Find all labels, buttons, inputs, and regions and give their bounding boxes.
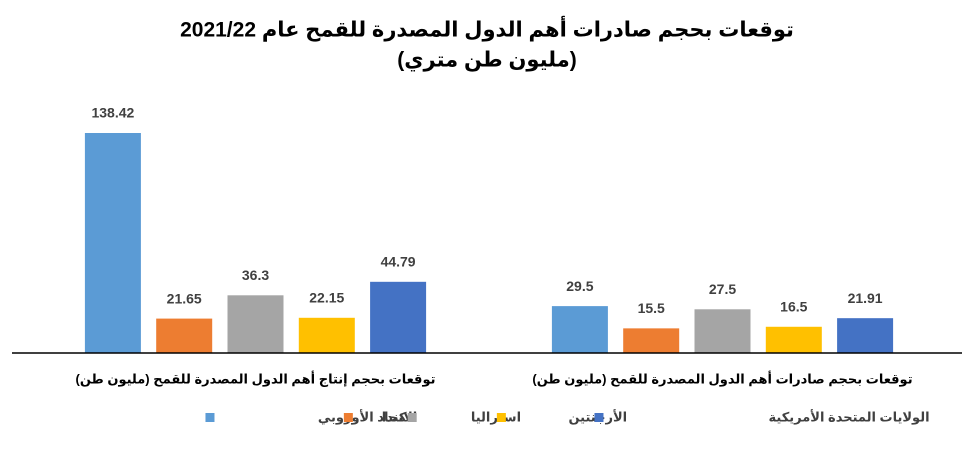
chart-title: توقعات بحجم صادرات أهم الدول المصدرة للق…	[180, 15, 794, 42]
legend-swatch	[594, 413, 604, 422]
data-label: 16.5	[780, 298, 807, 314]
bar	[156, 318, 213, 353]
bar	[84, 133, 141, 353]
bar	[227, 295, 284, 353]
data-label: 22.15	[309, 289, 344, 305]
data-label: 21.65	[167, 290, 202, 306]
data-label: 138.42	[91, 105, 134, 121]
bar	[694, 309, 751, 353]
data-label: 21.91	[848, 290, 883, 306]
legend-swatch	[407, 413, 417, 422]
bar	[837, 318, 894, 353]
chart-subtitle: (مليون طن متري)	[397, 49, 576, 73]
bar	[370, 281, 427, 353]
bar	[623, 328, 680, 353]
legend-label: استراليا	[471, 409, 521, 424]
legend-swatch	[496, 413, 506, 422]
data-label: 29.5	[566, 278, 593, 294]
legend-label: الولايات المتحدة الأمريكية	[769, 408, 930, 424]
legend-swatch	[343, 413, 353, 422]
data-label: 36.3	[242, 267, 269, 283]
data-label: 44.79	[381, 254, 416, 270]
data-label: 27.5	[709, 281, 736, 297]
legend-label: الاتحاد الأوروبي	[318, 408, 417, 424]
bar	[298, 317, 355, 353]
bar	[551, 306, 608, 353]
legend-swatch	[205, 413, 215, 422]
bar	[765, 326, 822, 353]
data-label: 15.5	[638, 300, 665, 316]
x-tick-label: توقعات بحجم إنتاج أهم الدول المصدرة للقم…	[76, 370, 436, 387]
x-tick-label: توقعات بحجم صادرات أهم الدول المصدرة للق…	[532, 370, 912, 386]
legend-label: كندا	[382, 409, 407, 424]
